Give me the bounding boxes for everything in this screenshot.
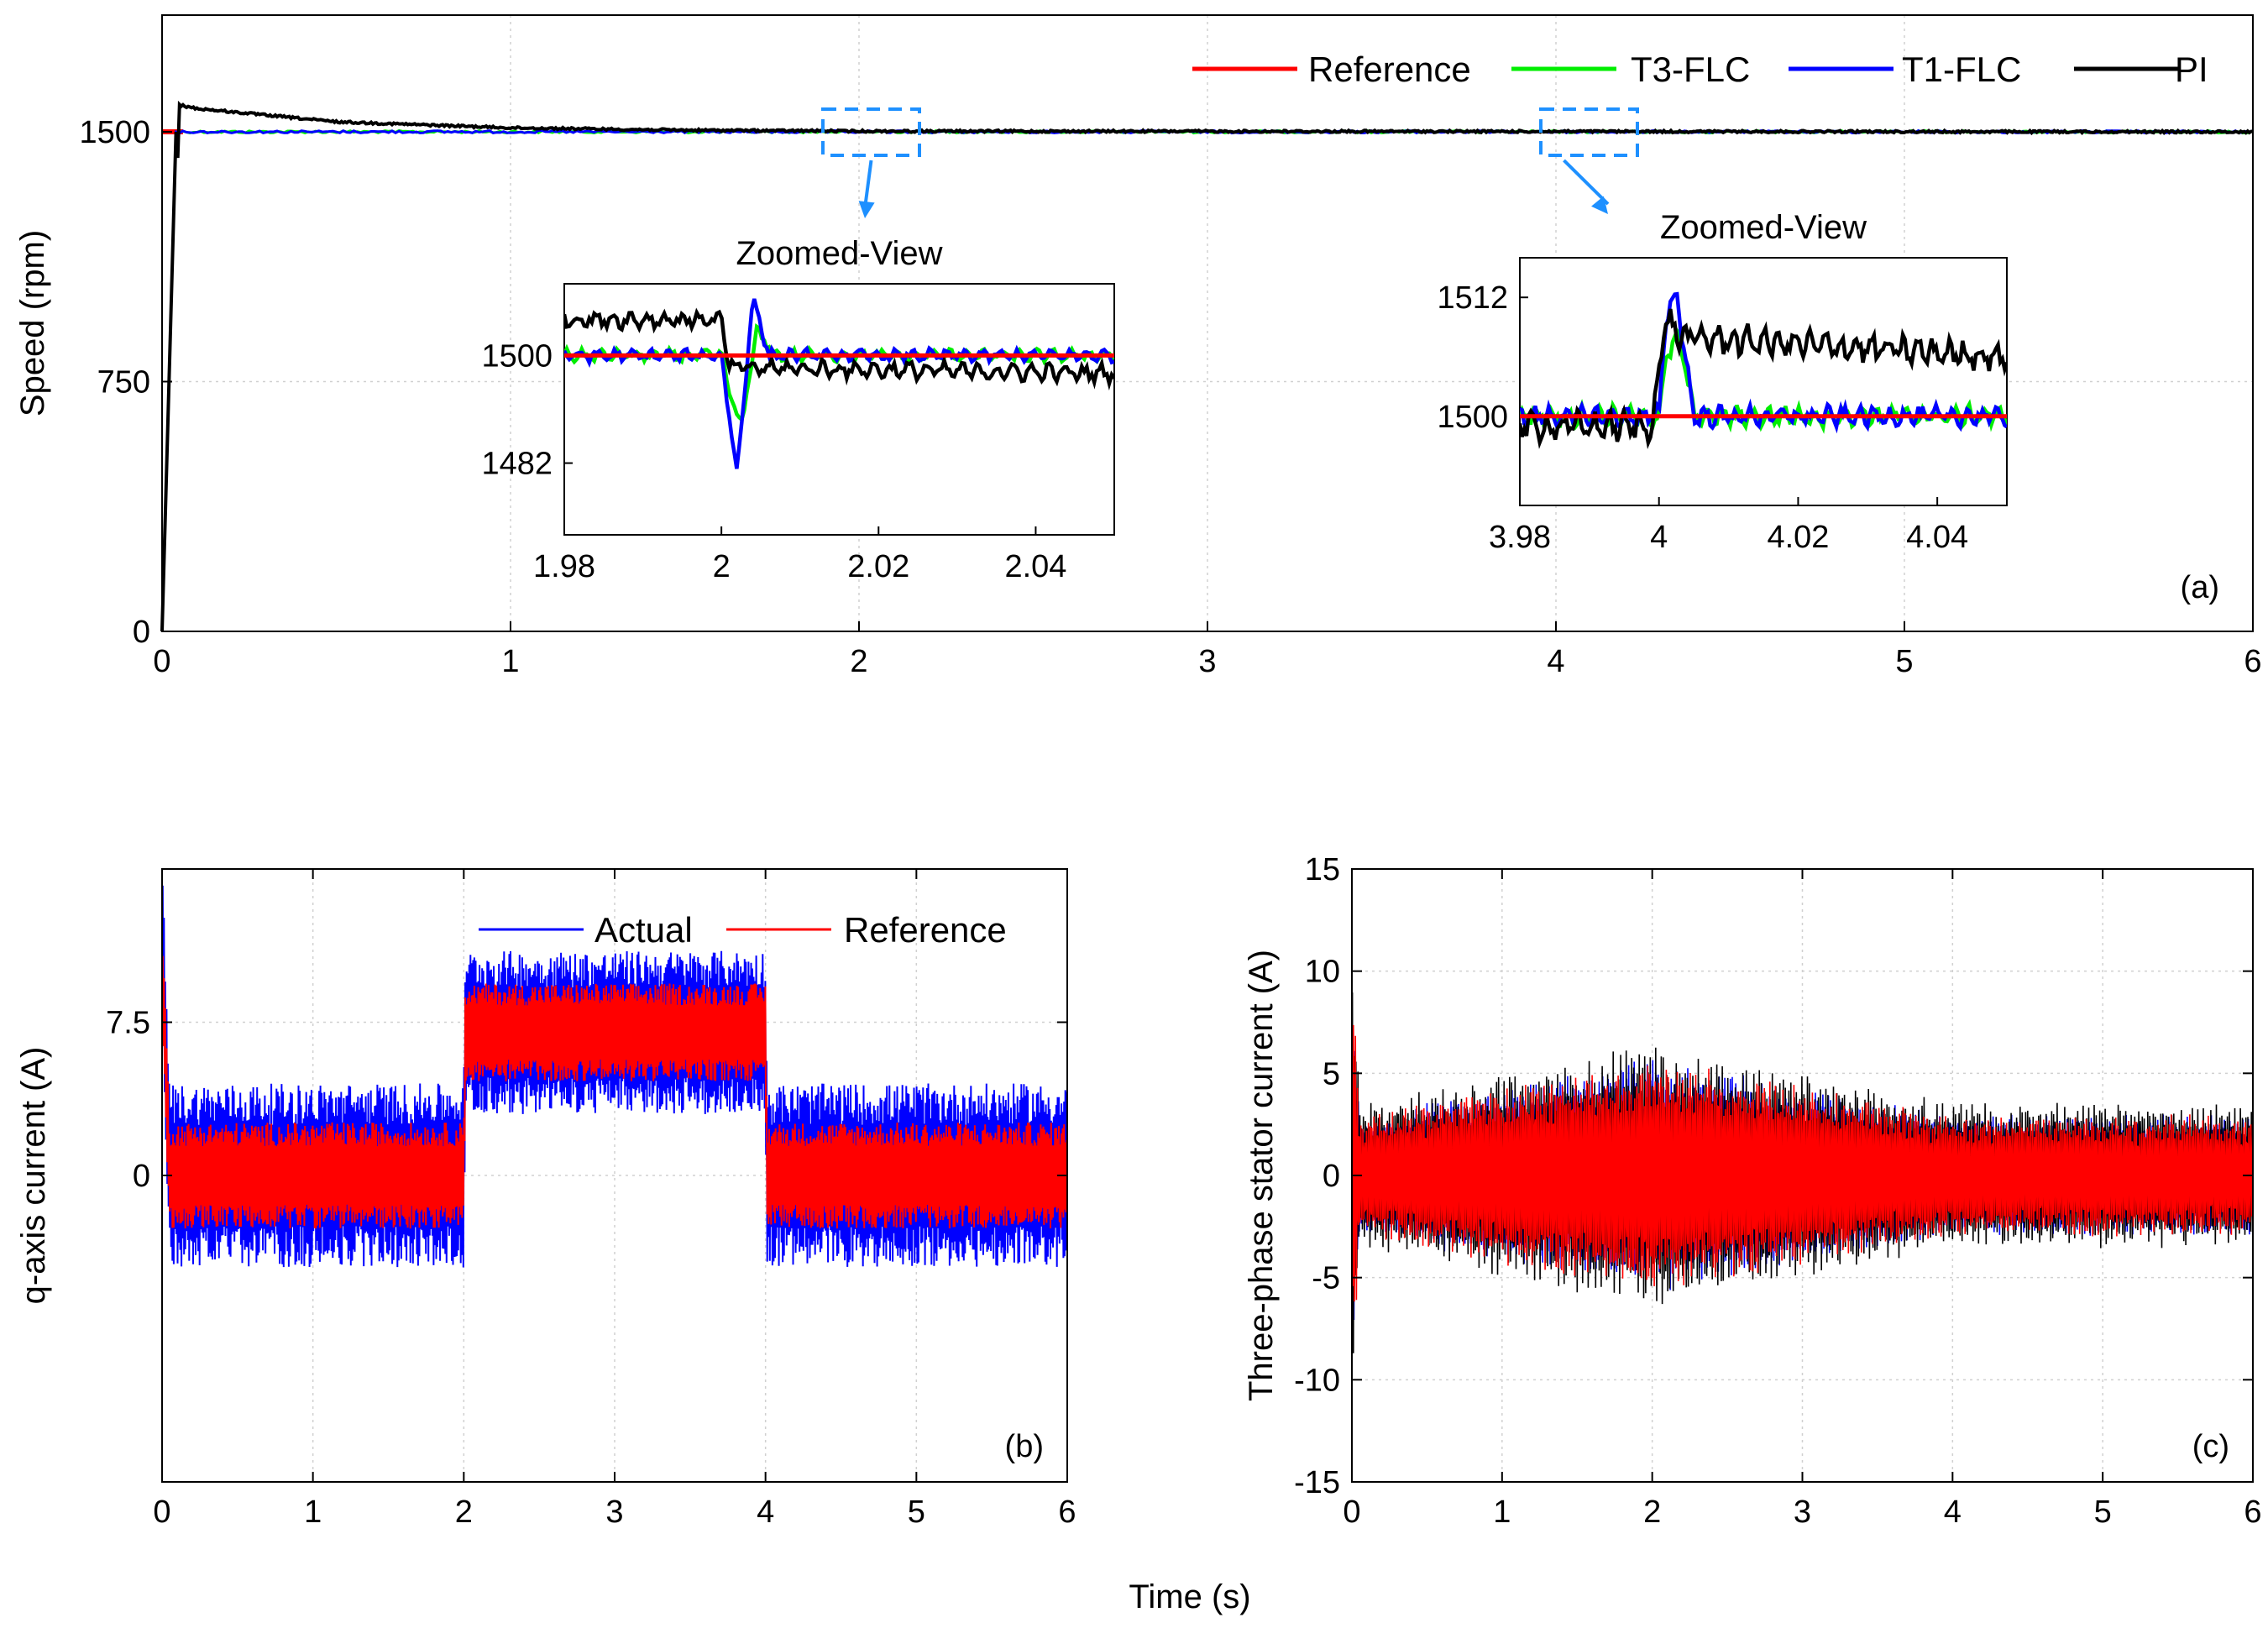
shared-xlabel: Time (s) [1129,1578,1250,1615]
x-tick-label: 0 [153,1495,170,1530]
legend-label-t3-flc: T3-FLC [1631,50,1750,89]
inset-x-tick-label: 4.04 [1906,520,1968,555]
x-tick-label: 0 [1343,1495,1360,1530]
legend-label-actual: Actual [594,910,693,950]
x-tick-label: 5 [2094,1495,2112,1530]
legend-label-reference: Reference [1308,50,1471,89]
panel-c-series [1351,992,2254,1353]
y-tick-label: 0 [133,615,150,650]
legend-label-pi: PI [2175,50,2208,89]
inset-series-pi-line [1520,308,2007,449]
x-tick-label: 2 [455,1495,473,1530]
inset-x-tick-label: 2 [713,549,731,584]
inset-y-tick-label: 1500 [1437,400,1508,435]
panel-a-ylabel: Speed (rpm) [14,230,51,416]
inset-x-tick-label: 2.02 [847,549,909,584]
x-tick-label: 3 [605,1495,623,1530]
panel-b-label: (b) [1005,1429,1044,1464]
series-pi-line [160,100,2254,632]
panel-a-inset-2: Zoomed-View 3.98 4 4.02 4.04 1500 1512 [1437,209,2008,555]
panel-a-series [160,100,2254,632]
inset-axes-frame [563,283,1115,536]
legend-label-t1-flc: T1-FLC [1902,50,2021,89]
inset-title: Zoomed-View [736,235,942,272]
inset-x-tick-label: 4.02 [1767,520,1829,555]
x-tick-label: 2 [850,644,867,679]
y-tick-label: 0 [133,1159,150,1194]
inset-x-tick-label: 2.04 [1004,549,1066,584]
y-tick-label: 5 [1323,1056,1340,1091]
zoom-marker-arrowhead [858,201,875,218]
x-tick-label: 1 [501,644,519,679]
y-tick-label: 15 [1305,852,1340,887]
y-tick-label: 750 [97,365,150,400]
panel-a-speed-chart: 0 1 2 3 4 5 6 0 750 1500 Speed (rpm) (a) Referenc… [14,14,2262,679]
x-tick-label: 4 [1547,644,1564,679]
panel-c-ylabel: Three-phase stator current (A) [1243,950,1280,1401]
y-tick-label: 1500 [79,115,150,150]
x-tick-label: 3 [1198,644,1216,679]
zoom-marker-box [821,107,921,157]
inset-y-tick-label: 1482 [481,447,553,482]
inset-series [564,298,1114,469]
inset-series-pi-line [564,307,1114,391]
zoom-marker-box [1539,107,1639,157]
y-tick-label: -15 [1294,1465,1340,1500]
inset-y-tick-label: 1500 [481,338,553,374]
y-tick-label: -10 [1294,1363,1340,1398]
x-tick-label: 5 [908,1495,925,1530]
zoom-marker-arrow [1563,159,1610,206]
panel-c-label: (c) [2192,1429,2229,1464]
y-tick-label: 0 [1323,1159,1340,1194]
legend-label-reference: Reference [844,910,1007,950]
series-phase-current-2-line [1351,993,2254,1302]
panel-b-series [161,885,1068,1268]
panel-a-ticks: 0 1 2 3 4 5 6 0 750 1500 [79,115,2261,679]
x-tick-label: 6 [2244,644,2261,679]
x-tick-label: 6 [2244,1495,2261,1530]
panel-b-ylabel: q-axis current (A) [15,1047,52,1305]
panel-b-ticks: 0 1 2 3 4 5 6 0 7.5 [106,869,1076,1530]
y-tick-label: 7.5 [106,1006,150,1041]
inset-y-tick-label: 1512 [1437,280,1508,316]
panel-b-q-axis-current-chart: 0 1 2 3 4 5 6 0 7.5 q-axis current (A) (b) Actua… [15,868,1076,1530]
x-tick-label: 4 [1944,1495,1962,1530]
zoom-marker-arrowhead [1591,196,1608,214]
inset-axes-frame [1519,257,2008,506]
panel-c-ticks: 0 1 2 3 4 5 6 -15 -10 -5 0 5 10 15 [1294,852,2261,1530]
y-tick-label: 10 [1305,955,1340,990]
inset-x-tick-label: 3.98 [1489,520,1551,555]
x-tick-label: 3 [1794,1495,1811,1530]
inset-series [1520,291,2007,449]
panel-a-zoom-markers [821,107,1639,218]
x-tick-label: 1 [304,1495,322,1530]
inset-x-tick-label: 4 [1650,520,1668,555]
panel-b-legend: Actual Reference [479,910,1007,950]
x-tick-label: 6 [1058,1495,1076,1530]
panel-c-stator-current-chart: 0 1 2 3 4 5 6 -15 -10 -5 0 5 10 15 Three-phase stator… [1243,852,2262,1530]
x-tick-label: 5 [1895,644,1913,679]
inset-x-tick-label: 1.98 [533,549,595,584]
x-tick-label: 0 [153,644,170,679]
series-reference-line [161,955,1068,1229]
x-tick-label: 1 [1493,1495,1511,1530]
inset-title: Zoomed-View [1660,209,1867,246]
x-tick-label: 2 [1643,1495,1661,1530]
panel-a-label: (a) [2181,570,2219,605]
panel-a-legend: Reference T3-FLC T1-FLC PI [1192,50,2208,89]
x-tick-label: 4 [757,1495,774,1530]
zoom-marker-arrow [863,160,873,209]
panel-a-inset-1: Zoomed-View 1.98 2 2.02 2.04 1482 1500 [481,235,1115,584]
y-tick-label: -5 [1312,1261,1340,1296]
